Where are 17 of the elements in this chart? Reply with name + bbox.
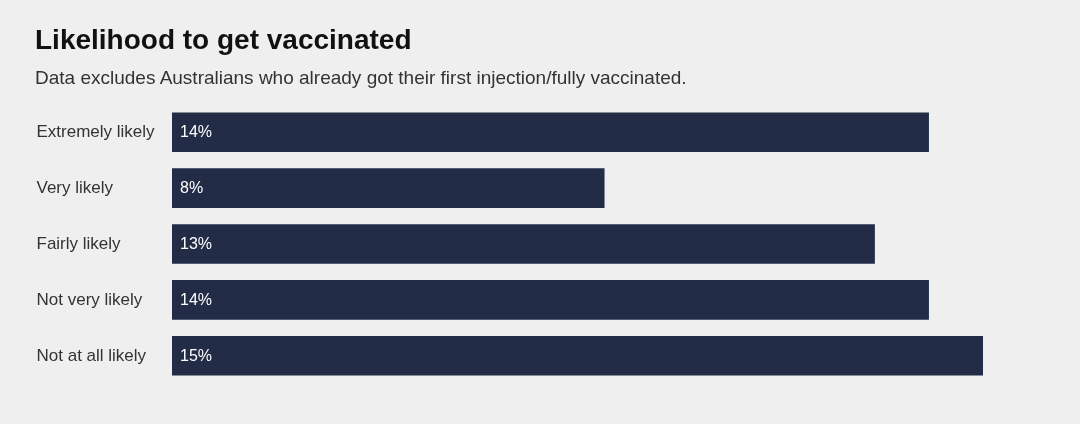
bar [172,224,875,264]
bar [172,112,929,153]
y-tick-label: Not at all likely [36,345,147,365]
chart-title: Likelihood to get vaccinated [35,24,412,55]
data-label: 13% [180,235,213,252]
y-tick-label: Fairly likely [36,234,122,253]
data-label: 14% [180,123,213,141]
y-tick-label: Extremely likely [36,122,156,142]
chart-subtitle: Data excludes Australians who already got their first injection/fully vaccinated. [35,67,687,88]
y-tick-label: Very likely [36,178,114,198]
bar [172,168,605,208]
y-tick-label: Not very likely [36,289,143,309]
data-label: 14% [180,290,213,308]
data-label: 8% [180,179,204,197]
bar [172,335,983,376]
bar [172,280,929,320]
data-label: 15% [180,346,213,364]
